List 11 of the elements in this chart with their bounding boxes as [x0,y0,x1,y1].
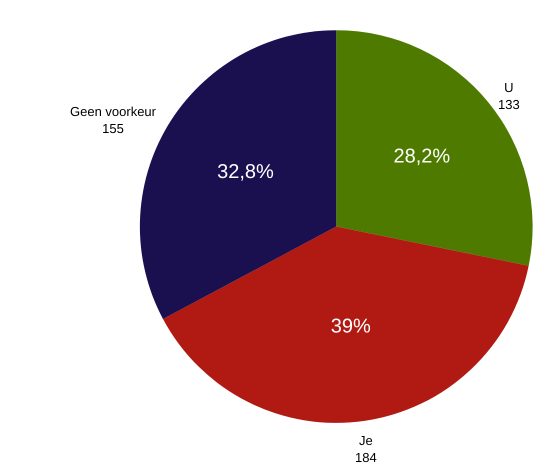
text: 155 [102,120,124,136]
data-label: 39% [330,316,371,338]
text: 184 [355,450,377,465]
slice-label: Geen voorkeur [70,104,157,119]
data-label: 28,2% [393,146,450,168]
pie-slice [162,226,529,423]
pie-slice [336,30,532,266]
data-label: 32,8% [217,161,274,184]
slice-label: U [504,80,514,95]
slice-label: Je [358,433,373,448]
text: 133 [498,96,520,112]
